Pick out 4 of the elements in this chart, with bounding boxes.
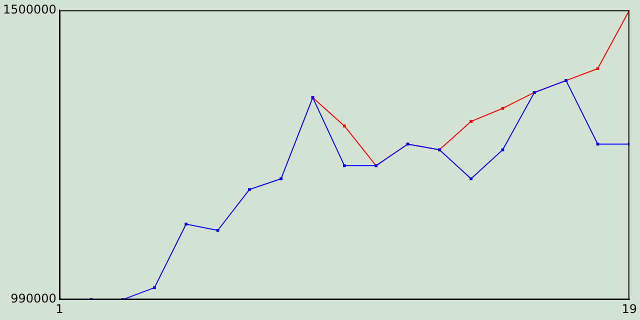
y-tick-label: 1500000 (2, 2, 56, 16)
x-tick-label: 1 (56, 302, 64, 316)
x-tick-label: 19 (622, 302, 638, 316)
y-tick-label: 990000 (10, 292, 56, 306)
